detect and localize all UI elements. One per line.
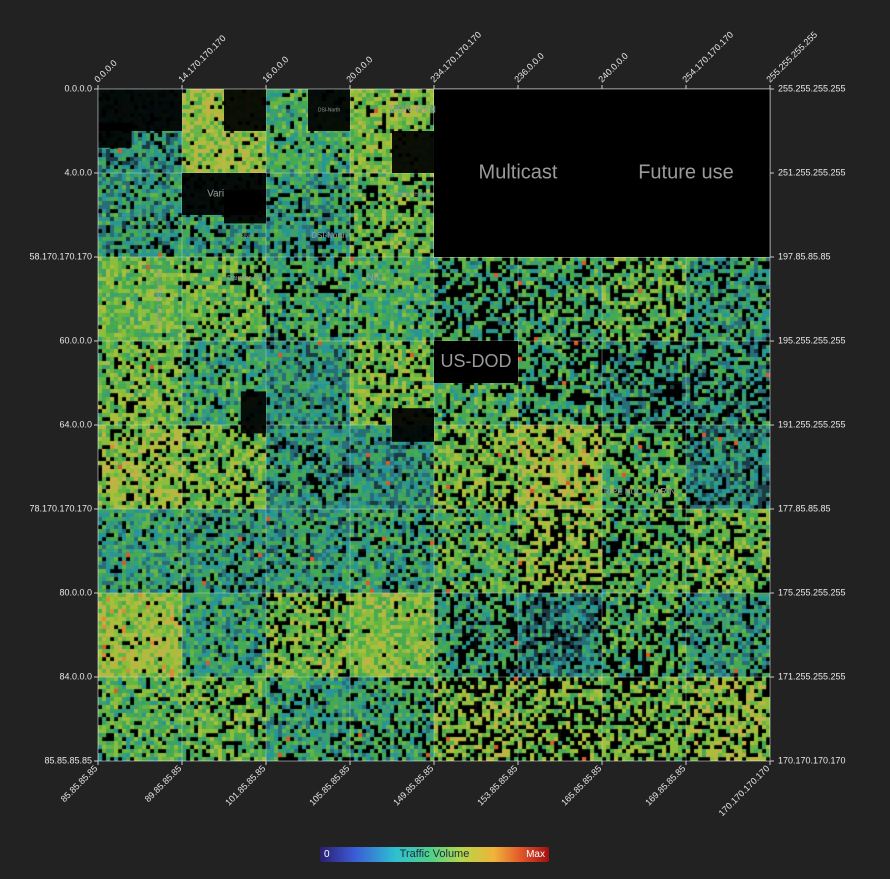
region-label-vari: Vari	[207, 189, 224, 200]
tick-label-bottom: 101.85.85.85	[223, 763, 267, 807]
tick-label-top: 234.170.170.170	[428, 30, 483, 85]
region-label-ripe: RIPE NCC	[604, 487, 642, 496]
tick-label-left: 85.85.85.85	[44, 755, 92, 765]
tick-label-right: 251.255.255.255	[778, 167, 846, 177]
tick-label-top: 254.170.170.170	[680, 30, 735, 85]
tick-label-top: 20.0.0.0	[344, 54, 374, 84]
tick-label-bottom: 89.85.85.85	[143, 763, 184, 804]
tick-label-top: 0.0.0.0	[92, 58, 119, 85]
tick-label-left: 78.170.170.170	[29, 503, 92, 513]
tick-label-bottom: 153.85.85.85	[475, 763, 519, 807]
tick-label-bottom: 169.85.85.85	[643, 763, 687, 807]
tick-label-top: 236.0.0.0	[512, 51, 546, 85]
dark-block	[224, 89, 266, 131]
color-legend: 0 Traffic Volume Max	[320, 847, 549, 862]
region-label-arin: ARIN	[654, 487, 676, 497]
tick-label-bottom: 165.85.85.85	[559, 763, 603, 807]
tick-label-right: 191.255.255.255	[778, 419, 846, 429]
tick-label-left: 64.0.0.0	[59, 419, 92, 429]
region-labels: Multicast Future use US-DOD DDN-RVN Vari DSI-…	[156, 105, 734, 497]
region-label-small: DSI-North	[318, 107, 340, 113]
region-label-small: PSINet	[237, 233, 253, 239]
tick-label-left: 4.0.0.0	[64, 167, 92, 177]
tick-label-left: 0.0.0.0	[64, 83, 92, 93]
legend-title: Traffic Volume	[399, 848, 470, 860]
dark-block	[392, 408, 434, 442]
dark-block	[308, 89, 350, 131]
tick-label-right: 197.85.85.85	[778, 251, 831, 261]
tick-label-left: 80.0.0.0	[59, 587, 92, 597]
tick-label-bottom: 105.85.85.85	[307, 763, 351, 807]
region-label-daimler: Daimler AG	[227, 275, 263, 282]
region-label-various-registries: Various Registries	[156, 270, 163, 327]
region-label-us-dod: US-DOD	[441, 351, 512, 371]
region-label-multicast: Multicast	[479, 161, 558, 183]
region-label-nic: NIC	[367, 273, 384, 284]
region-label-small: Various Registries	[393, 191, 434, 197]
legend-min-label: 0	[324, 849, 330, 860]
dark-block	[98, 122, 132, 148]
tick-label-bottom: 85.85.85.85	[59, 763, 100, 804]
legend-max-label: Max	[526, 849, 545, 860]
region-label-future-use: Future use	[638, 161, 734, 183]
dark-block	[392, 131, 434, 173]
region-label-ddn-rvn: DDN-RVN	[390, 105, 436, 116]
tick-label-bottom: 170.170.170.170	[717, 763, 772, 818]
dark-block	[240, 391, 266, 434]
tick-label-left: 60.0.0.0	[59, 335, 92, 345]
tick-label-top: 16.0.0.0	[260, 54, 290, 84]
tick-label-right: 255.255.255.255	[778, 83, 846, 93]
tick-label-right: 177.85.85.85	[778, 503, 831, 513]
region-label-dsi-north: DSI-North	[311, 231, 347, 240]
dark-block	[224, 189, 266, 224]
reserved-block-usdod	[434, 341, 518, 383]
tick-label-top: 14.170.170.170	[176, 33, 227, 84]
tick-label-left: 58.170.170.170	[29, 251, 92, 261]
tick-label-left: 84.0.0.0	[59, 671, 92, 681]
reserved-blocks	[98, 89, 770, 442]
tick-label-top: 255.255.255.255	[764, 30, 819, 85]
tick-label-right: 175.255.255.255	[778, 587, 846, 597]
tick-label-right: 171.255.255.255	[778, 671, 846, 681]
tick-label-top: 240.0.0.0	[596, 51, 630, 85]
tick-label-bottom: 149.85.85.85	[391, 763, 435, 807]
reserved-block-multicast	[434, 89, 770, 257]
tick-label-right: 170.170.170.170	[778, 755, 846, 765]
tick-label-right: 195.255.255.255	[778, 335, 846, 345]
